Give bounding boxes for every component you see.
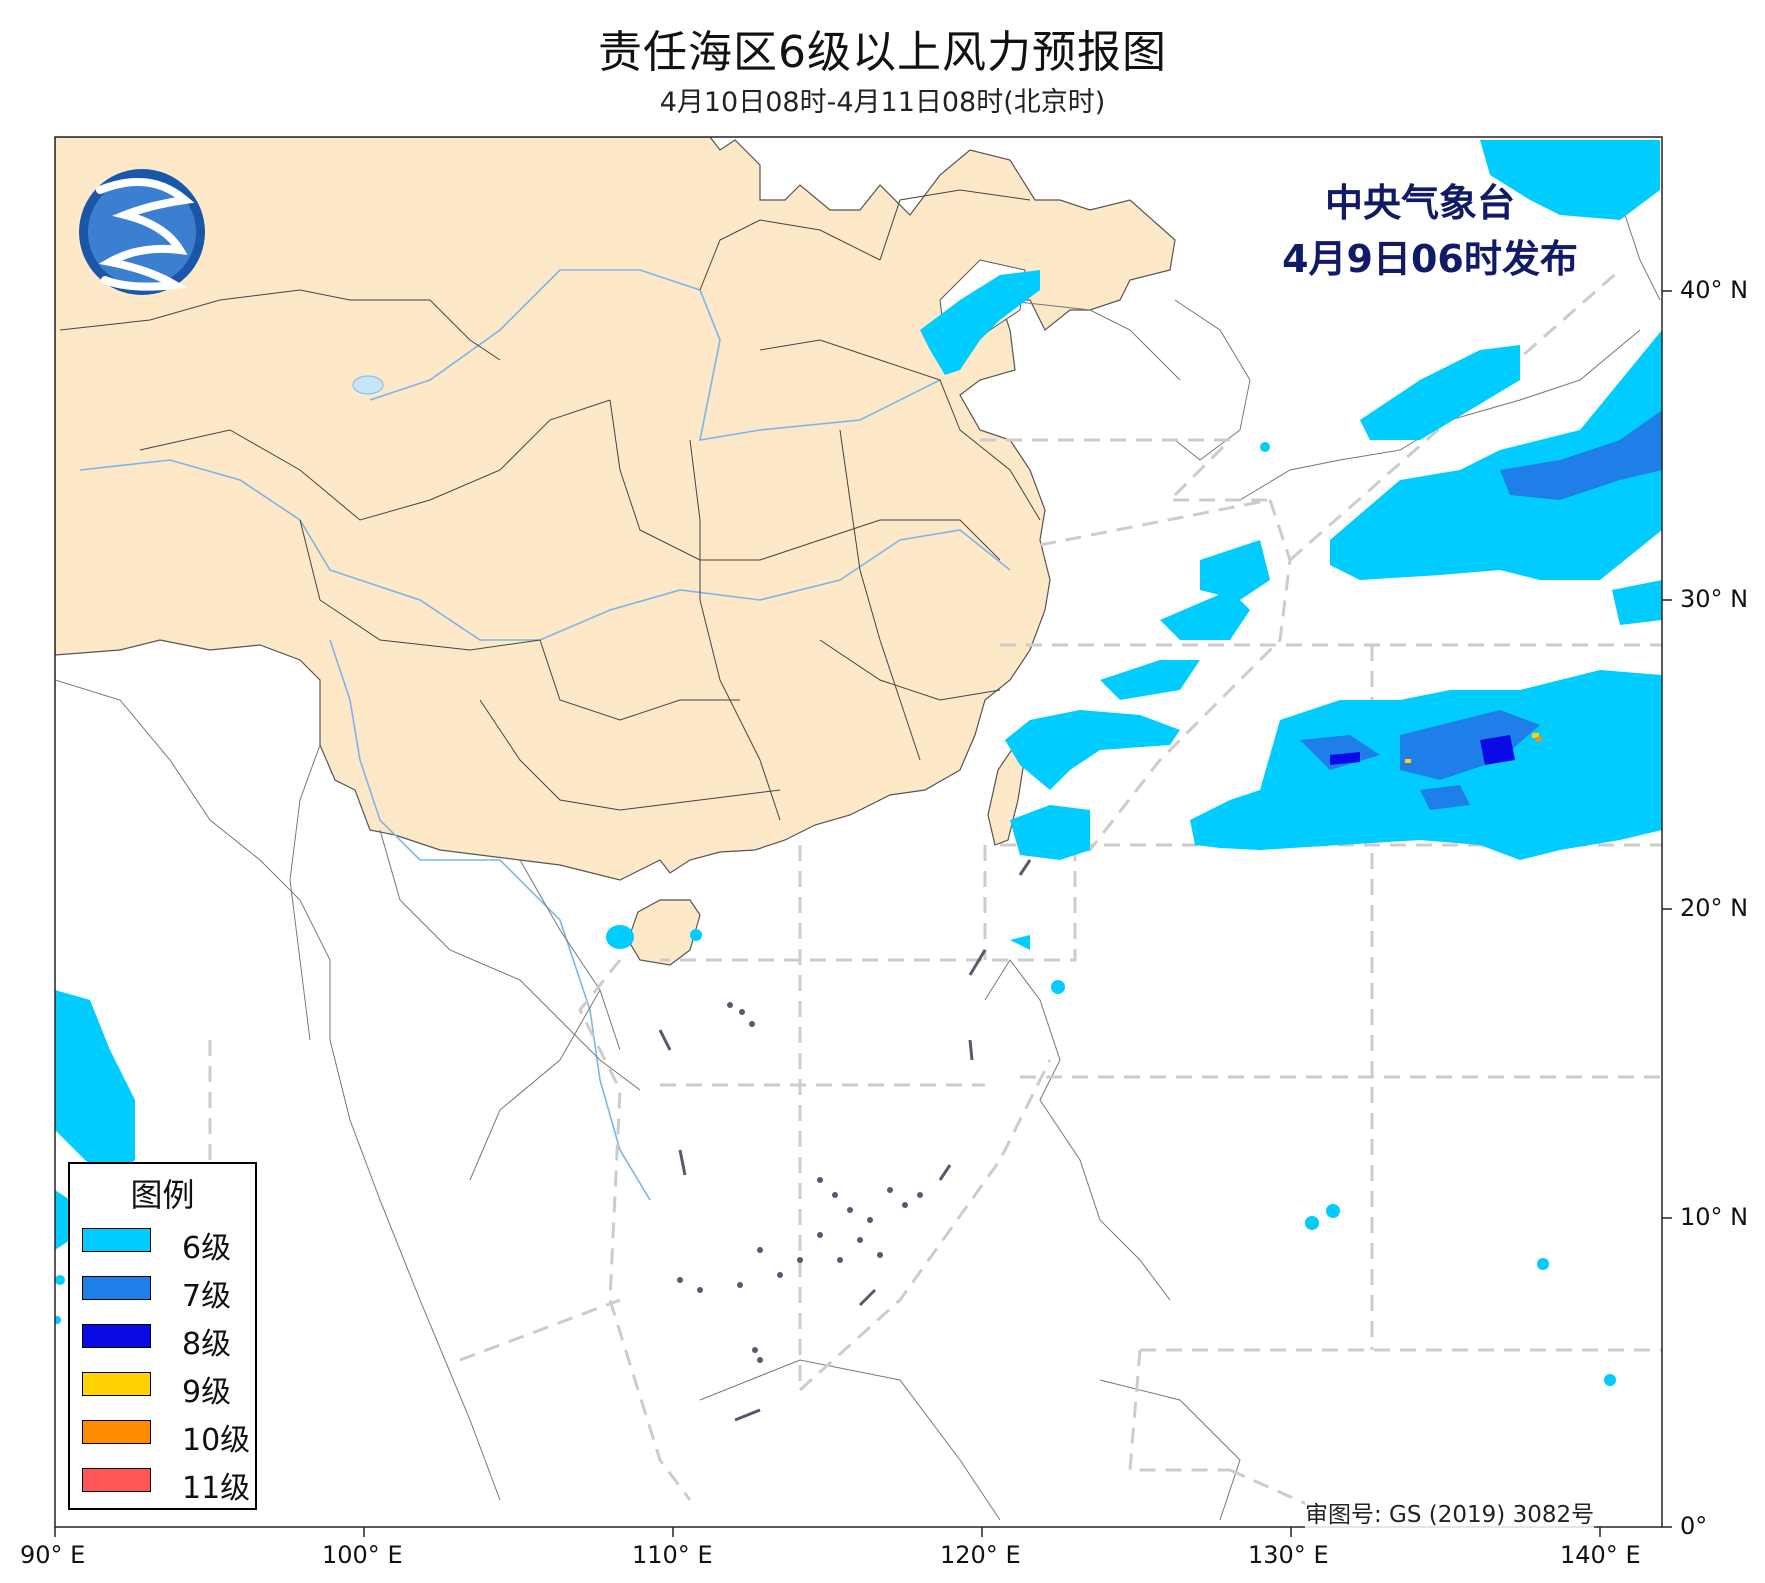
- qinghai-lake: [352, 375, 384, 395]
- legend-label: 10级: [182, 1423, 251, 1458]
- y-tick-label: 20° N: [1680, 894, 1749, 922]
- legend-label: 8级: [182, 1327, 232, 1362]
- legend-swatch: [82, 1420, 151, 1444]
- x-tick-label: 130° E: [1248, 1541, 1329, 1569]
- legend-label: 11级: [182, 1471, 251, 1506]
- axis-ticks: [54, 290, 1672, 1537]
- legend: 图例 6级 7级 8级 9级 10级 11级: [68, 1162, 257, 1510]
- cma-logo: [79, 169, 205, 295]
- china-land: [55, 137, 1176, 881]
- legend-label: 7级: [182, 1279, 232, 1314]
- country-borders: [55, 199, 1661, 1521]
- nine-dash-line: [658, 859, 1032, 1422]
- issue-time: 4月9日06时发布: [1282, 237, 1578, 281]
- wind-area-level-9: [1405, 733, 1539, 763]
- agency-name: 中央气象台: [1324, 181, 1515, 225]
- hainan-island: [627, 899, 701, 966]
- legend-label: 6级: [182, 1231, 232, 1266]
- x-tick-label: 110° E: [632, 1541, 713, 1569]
- x-tick-label: 140° E: [1560, 1541, 1641, 1569]
- map-subtitle: 4月10日08时-4月11日08时(北京时): [659, 87, 1106, 118]
- y-tick-label: 40° N: [1680, 276, 1749, 304]
- map-title: 责任海区6级以上风力预报图: [598, 27, 1167, 78]
- x-tick-label: 120° E: [940, 1541, 1021, 1569]
- legend-swatch: [82, 1276, 151, 1300]
- y-tick-label: 10° N: [1680, 1203, 1749, 1231]
- y-tick-label: 0°: [1680, 1512, 1708, 1540]
- wind-area-level-7: [1300, 410, 1662, 810]
- map-review-number: 审图号: GS (2019) 3082号: [1305, 1495, 1595, 1529]
- legend-swatch: [82, 1372, 151, 1396]
- y-tick-label: 30° N: [1680, 585, 1749, 613]
- legend-swatch: [82, 1324, 151, 1348]
- legend-title: 图例: [130, 1176, 195, 1214]
- province-borders: [59, 189, 1041, 821]
- legend-label: 9级: [182, 1375, 232, 1410]
- legend-swatch: [82, 1468, 151, 1492]
- x-tick-label: 100° E: [322, 1541, 403, 1569]
- south-china-sea-islands: [677, 1002, 923, 1363]
- wind-area-level-10: [1536, 737, 1542, 741]
- map-frame: [54, 136, 1663, 1528]
- legend-swatch: [82, 1228, 151, 1252]
- x-tick-label: 90° E: [20, 1541, 86, 1569]
- wind-area-level-8: [1330, 735, 1515, 765]
